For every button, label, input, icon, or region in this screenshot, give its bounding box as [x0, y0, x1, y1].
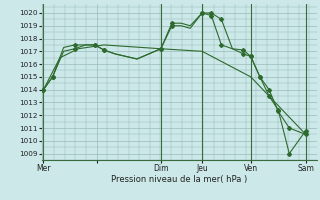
X-axis label: Pression niveau de la mer( hPa ): Pression niveau de la mer( hPa ) — [111, 175, 247, 184]
